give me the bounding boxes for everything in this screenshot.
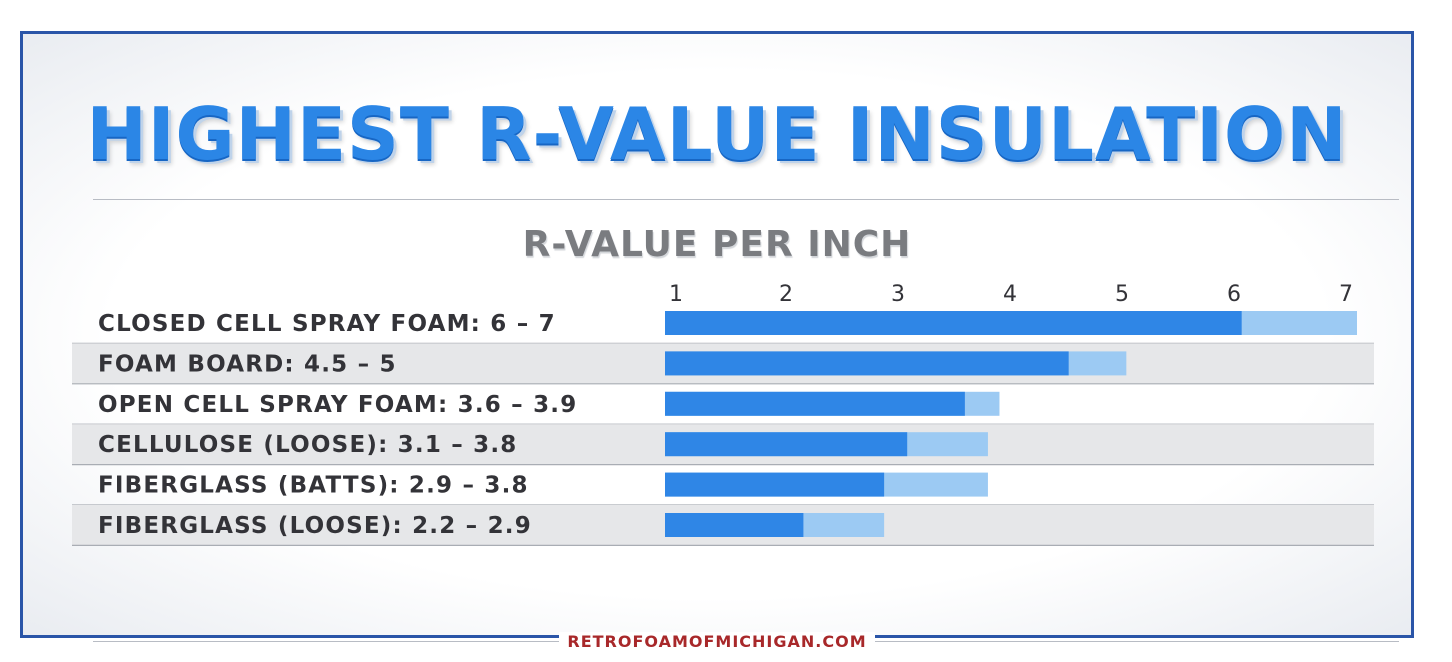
x-tick-label-4: 4: [1003, 282, 1017, 307]
bar-low: [665, 311, 1242, 335]
source-footer: RETROFOAMOFMICHIGAN.COM: [23, 632, 1411, 651]
category-label: FIBERGLASS (LOOSE): 2.2 – 2.9: [98, 513, 532, 539]
category-label: FIBERGLASS (BATTS): 2.9 – 3.8: [98, 473, 529, 499]
bar-low: [665, 432, 908, 457]
title-divider: [93, 199, 1399, 200]
x-tick-label-5: 5: [1115, 282, 1129, 307]
chart-title: HIGHEST R-VALUE INSULATION: [86, 92, 1348, 176]
x-tick-label-1: 1: [669, 282, 683, 307]
category-label: CELLULOSE (LOOSE): 3.1 – 3.8: [98, 432, 517, 458]
category-label: CLOSED CELL SPRAY FOAM: 6 – 7: [98, 311, 556, 337]
x-tick-label-3: 3: [891, 282, 905, 307]
category-label: FOAM BOARD: 4.5 – 5: [98, 351, 397, 377]
bar-low: [665, 391, 965, 416]
x-tick-label-7: 7: [1339, 282, 1353, 307]
source-text: RETROFOAMOFMICHIGAN.COM: [559, 632, 875, 651]
x-tick-label-2: 2: [779, 282, 793, 307]
bar-low: [665, 472, 885, 497]
category-label: OPEN CELL SPRAY FOAM: 3.6 – 3.9: [98, 392, 577, 418]
bar-low: [665, 351, 1069, 376]
chart-subtitle: R-VALUE PER INCH: [522, 224, 912, 265]
x-tick-label-6: 6: [1227, 282, 1241, 307]
bar-low: [665, 513, 804, 537]
